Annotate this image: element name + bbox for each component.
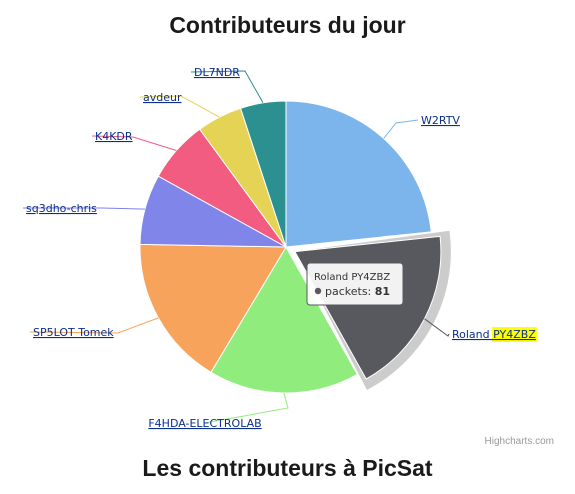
credits-link[interactable]: Highcharts.com <box>485 436 554 447</box>
highlight-box <box>492 327 537 342</box>
tooltip: Roland PY4ZBZ packets: 81 <box>306 262 404 306</box>
connector-sp5lot-tomek <box>29 317 159 334</box>
slice-label-sq3dho-chris[interactable]: sq3dho-chris <box>26 202 97 215</box>
pie-slice-f4hda-electrolab[interactable] <box>210 246 358 394</box>
connector-sq3dho-chris <box>23 207 146 210</box>
connector-avdeur <box>139 95 220 118</box>
connector-w2rtv <box>383 119 419 139</box>
chart-title: Contributeurs du jour <box>169 12 406 38</box>
slice-label-k4kdr[interactable]: K4KDR <box>95 130 133 143</box>
tooltip-dot-icon <box>314 287 322 295</box>
label-highlight: PY4ZBZ <box>493 328 536 341</box>
tooltip-point-name: Roland PY4ZBZ <box>314 272 390 283</box>
slice-label-f4hda-electrolab[interactable]: F4HDA-ELECTROLAB <box>148 417 261 430</box>
slice-label-w2rtv[interactable]: W2RTV <box>421 114 460 127</box>
slice-label-roland-py4zbz[interactable]: Roland PY4ZBZ <box>452 328 536 341</box>
connector-f4hda-electrolab <box>204 392 289 424</box>
section-heading: Les contributeurs à PicSat <box>142 455 433 481</box>
slice-label-dl7ndr[interactable]: DL7NDR <box>194 66 240 79</box>
tooltip-value: packets: 81 <box>325 285 390 298</box>
connector-dl7ndr <box>190 70 264 104</box>
connector-k4kdr <box>91 135 177 151</box>
slice-label-avdeur[interactable]: avdeur <box>143 91 182 104</box>
slice-label-sp5lot-tomek[interactable]: SP5LOT Tomek <box>33 326 114 339</box>
pie-slice-w2rtv[interactable] <box>285 100 432 248</box>
pie-slice-dl7ndr[interactable] <box>240 100 287 248</box>
connector-roland-py4zbz <box>424 318 450 337</box>
